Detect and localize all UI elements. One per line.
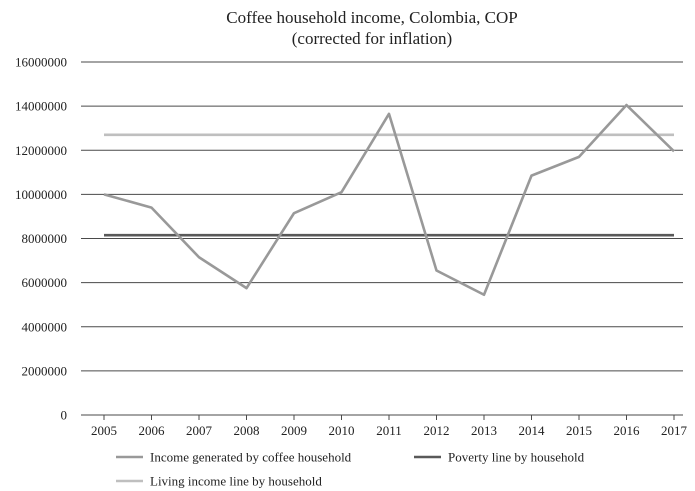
y-tick-label: 14000000 (15, 99, 67, 114)
y-tick-label: 12000000 (15, 143, 67, 158)
x-tick-label: 2015 (566, 423, 592, 438)
series-lines (103, 103, 675, 297)
x-tick-label: 2016 (614, 423, 641, 438)
legend-label: Poverty line by household (448, 450, 585, 465)
x-tick-label: 2014 (519, 423, 546, 438)
x-tick-label: 2012 (424, 423, 450, 438)
y-tick-label: 2000000 (22, 363, 68, 378)
y-tick-label: 8000000 (22, 231, 68, 246)
y-tick-label: 4000000 (22, 319, 68, 334)
x-tick-label: 2017 (661, 423, 688, 438)
x-tick-label: 2009 (281, 423, 307, 438)
y-axis-tick-labels: 0 2000000 4000000 6000000 8000000 10000000 120… (15, 55, 67, 423)
legend: Income generated by coffee household Pove… (116, 450, 585, 489)
x-tick-label: 2005 (91, 423, 117, 438)
y-tick-label: 6000000 (22, 275, 68, 290)
gridlines (81, 61, 683, 416)
x-tick-label: 2008 (234, 423, 260, 438)
x-tick-label: 2011 (376, 423, 402, 438)
x-tick-label: 2010 (329, 423, 355, 438)
x-axis-tick-labels: 2005 2006 2007 2008 2009 2010 2011 2012 2013 2014… (91, 415, 688, 438)
chart-subtitle: (corrected for inflation) (292, 29, 452, 48)
x-tick-label: 2007 (186, 423, 213, 438)
legend-label: Living income line by household (150, 474, 322, 489)
y-tick-label: 10000000 (15, 187, 67, 202)
income-series-line (103, 103, 675, 297)
chart-title: Coffee household income, Colombia, COP (226, 8, 518, 27)
x-tick-label: 2013 (471, 423, 497, 438)
x-tick-label: 2006 (139, 423, 166, 438)
legend-label: Income generated by coffee household (150, 450, 352, 465)
y-tick-label: 0 (61, 408, 68, 423)
y-tick-label: 16000000 (15, 55, 67, 70)
